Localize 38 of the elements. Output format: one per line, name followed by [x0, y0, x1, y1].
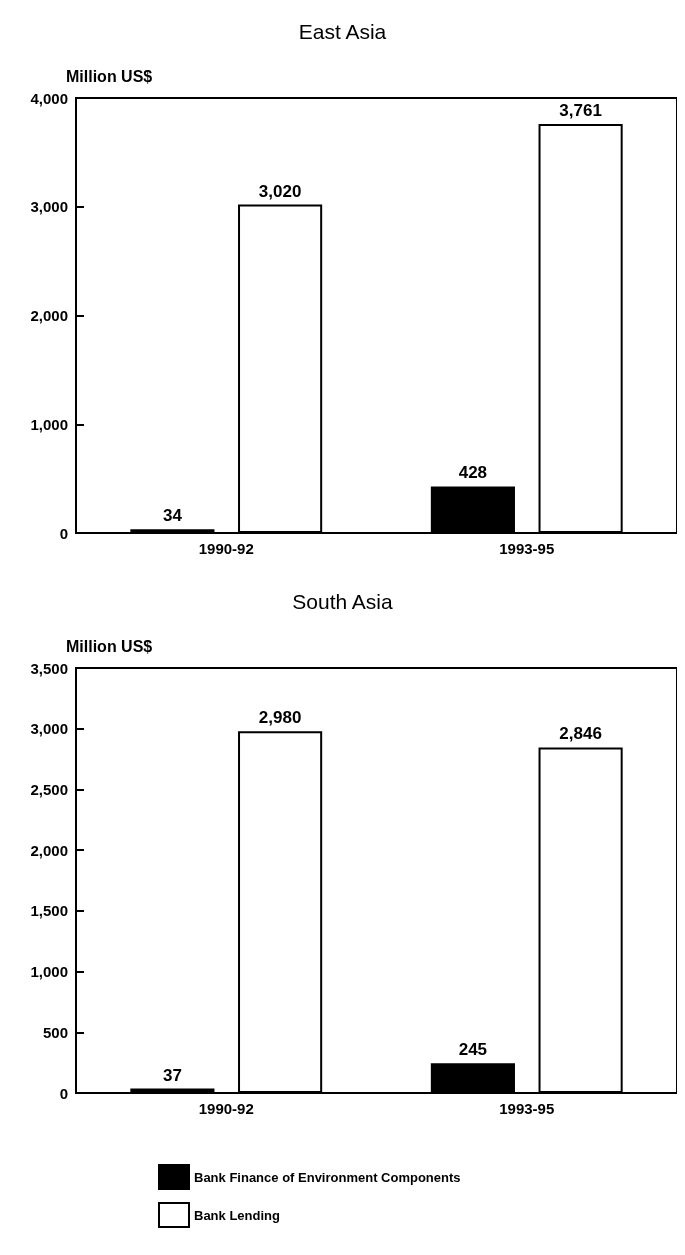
- bar: [238, 204, 323, 533]
- x-tick-label: 1990-92: [198, 540, 254, 557]
- data-label: 245: [458, 1040, 488, 1060]
- y-tick-label: 1,000: [30, 963, 68, 981]
- chart-title: South Asia: [292, 590, 394, 613]
- data-label: 3,761: [559, 100, 602, 120]
- x-tick-label: 1990-92: [198, 1100, 254, 1117]
- data-label: 3,020: [258, 181, 302, 201]
- bar: [430, 1063, 515, 1093]
- x-tick-label: 1993-95: [499, 1100, 555, 1117]
- bar: [538, 123, 623, 533]
- y-tick-label: 3,500: [30, 659, 68, 677]
- y-tick-label: 0: [59, 524, 68, 542]
- data-label: 2,846: [559, 724, 602, 744]
- y-tick-label: 1,500: [30, 902, 68, 920]
- y-axis-title: Million US$: [66, 637, 153, 655]
- y-tick-label: 1,000: [30, 415, 68, 433]
- chart-title: East Asia: [298, 20, 387, 43]
- bar: [130, 1088, 215, 1093]
- bar: [430, 486, 515, 533]
- data-label: 37: [162, 1065, 182, 1085]
- y-tick-label: 2,500: [30, 780, 68, 798]
- legend-label: Bank Finance of Environment Components: [194, 1169, 461, 1185]
- legend-label: Bank Lending: [194, 1207, 281, 1223]
- y-tick-label: 2,000: [30, 307, 68, 324]
- data-label: 2,980: [258, 708, 302, 728]
- y-tick-label: 3,000: [30, 720, 68, 738]
- y-tick-label: 4,000: [30, 89, 68, 107]
- bar: [538, 747, 623, 1093]
- y-axis-title: Million US$: [66, 67, 153, 85]
- bar: [238, 731, 323, 1093]
- x-tick-label: 1993-95: [499, 540, 555, 557]
- data-label: 34: [162, 506, 183, 526]
- y-tick-label: 0: [59, 1084, 68, 1102]
- data-label: 428: [458, 463, 488, 483]
- y-tick-label: 2,000: [30, 841, 68, 859]
- y-tick-label: 500: [42, 1023, 68, 1041]
- y-tick-label: 3,000: [30, 198, 68, 216]
